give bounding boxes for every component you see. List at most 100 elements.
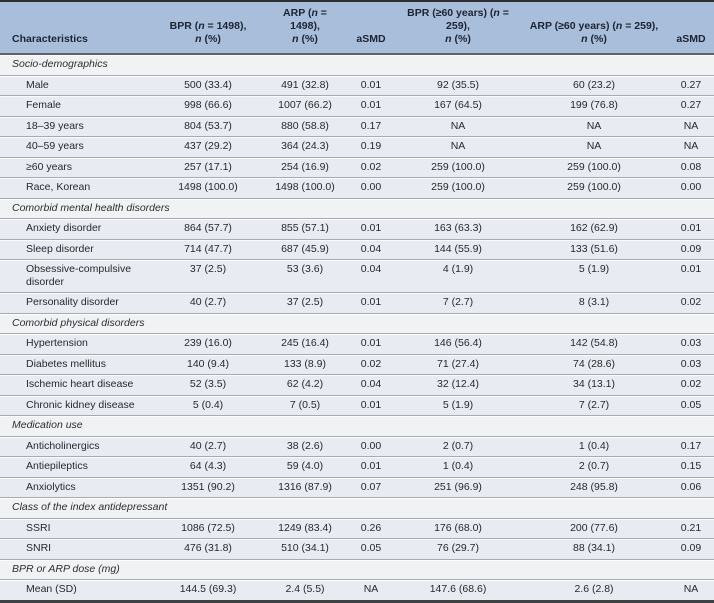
row-60plus-years: ≥60 years 257 (17.1) 254 (16.9) 0.02 259… <box>0 156 714 178</box>
row-sleep-disorder: Sleep disorder 714 (47.7) 687 (45.9) 0.0… <box>0 238 714 260</box>
cell-arp-60plus: 8 (3.1) <box>520 292 668 313</box>
cell-bpr-total: 40 (2.7) <box>152 292 264 313</box>
section-label: Socio-demographics <box>0 53 714 75</box>
cell-asmd-2: 0.05 <box>668 394 714 416</box>
cell-arp-60plus: 74 (28.6) <box>520 353 668 375</box>
cell-asmd-2: 0.02 <box>668 374 714 395</box>
row-race-korean: Race, Korean 1498 (100.0) 1498 (100.0) 0… <box>0 177 714 198</box>
cell-asmd-1: 0.17 <box>346 115 396 137</box>
cell-asmd-2: 0.01 <box>668 218 714 239</box>
cell-asmd-2: 0.03 <box>668 333 714 354</box>
row-anxiety-disorder: Anxiety disorder 864 (57.7) 855 (57.1) 0… <box>0 218 714 239</box>
section-label: Medication use <box>0 415 714 436</box>
column-header-asmd-2: aSMD <box>668 1 714 55</box>
cell-arp-total: 855 (57.1) <box>264 218 346 239</box>
section-row-comorbid-mental: Comorbid mental health disorders <box>0 197 714 219</box>
cell-asmd-2: 0.17 <box>668 435 714 457</box>
row-label: Anxiety disorder <box>0 218 152 239</box>
cell-arp-total: 7 (0.5) <box>264 394 346 416</box>
cell-bpr-total: 37 (2.5) <box>152 259 264 293</box>
cell-asmd-1: 0.05 <box>346 538 396 559</box>
row-label: Male <box>0 74 152 96</box>
cell-asmd-1: 0.02 <box>346 156 396 178</box>
row-label: Female <box>0 95 152 116</box>
cell-arp-total: 880 (58.8) <box>264 115 346 137</box>
row-obsessive-compulsive-disorder: Obsessive-compulsive disorder 37 (2.5) 5… <box>0 259 714 293</box>
cell-arp-total: 2.4 (5.5) <box>264 579 346 601</box>
cell-asmd-1: 0.07 <box>346 476 396 498</box>
cell-bpr-total: 1498 (100.0) <box>152 177 264 198</box>
section-row-socio-demographics: Socio-demographics <box>0 53 714 75</box>
cell-arp-60plus: 142 (54.8) <box>520 333 668 354</box>
cell-arp-total: 1316 (87.9) <box>264 476 346 498</box>
row-hypertension: Hypertension 239 (16.0) 245 (16.4) 0.01 … <box>0 333 714 354</box>
cell-asmd-1: 0.01 <box>346 95 396 116</box>
cell-bpr-total: 998 (66.6) <box>152 95 264 116</box>
row-label: Diabetes mellitus <box>0 353 152 375</box>
cell-asmd-2: 0.01 <box>668 259 714 293</box>
row-label: SNRI <box>0 538 152 559</box>
cell-asmd-1: 0.04 <box>346 238 396 260</box>
cell-arp-60plus: NA <box>520 115 668 137</box>
cell-arp-total: 1249 (83.4) <box>264 517 346 539</box>
cell-asmd-1: 0.04 <box>346 259 396 293</box>
row-label: Anticholinergics <box>0 435 152 457</box>
column-header-characteristics: Characteristics <box>0 1 152 55</box>
cell-arp-60plus: 7 (2.7) <box>520 394 668 416</box>
cell-asmd-2: 0.09 <box>668 538 714 559</box>
cell-asmd-2: 0.21 <box>668 517 714 539</box>
cell-arp-total: 38 (2.6) <box>264 435 346 457</box>
cell-asmd-1: NA <box>346 579 396 601</box>
cell-bpr-60plus: 163 (63.3) <box>396 218 520 239</box>
cell-bpr-60plus: 92 (35.5) <box>396 74 520 96</box>
section-row-medication-use: Medication use <box>0 415 714 436</box>
row-ischemic-heart-disease: Ischemic heart disease 52 (3.5) 62 (4.2)… <box>0 374 714 395</box>
cell-bpr-total: 52 (3.5) <box>152 374 264 395</box>
cell-arp-60plus: 5 (1.9) <box>520 259 668 293</box>
cell-arp-total: 59 (4.0) <box>264 456 346 477</box>
cell-arp-total: 62 (4.2) <box>264 374 346 395</box>
cell-bpr-60plus: 2 (0.7) <box>396 435 520 457</box>
row-label: Antiepileptics <box>0 456 152 477</box>
cell-bpr-60plus: 32 (12.4) <box>396 374 520 395</box>
cell-arp-60plus: NA <box>520 136 668 157</box>
cell-bpr-60plus: NA <box>396 115 520 137</box>
section-label: Comorbid physical disorders <box>0 312 714 334</box>
section-label: Class of the index antidepressant <box>0 497 714 518</box>
cell-asmd-1: 0.01 <box>346 394 396 416</box>
cell-arp-60plus: 259 (100.0) <box>520 156 668 178</box>
cell-arp-total: 1498 (100.0) <box>264 177 346 198</box>
cell-arp-total: 245 (16.4) <box>264 333 346 354</box>
cell-asmd-2: 0.27 <box>668 95 714 116</box>
cell-asmd-1: 0.00 <box>346 177 396 198</box>
cell-asmd-1: 0.01 <box>346 333 396 354</box>
cell-bpr-60plus: 76 (29.7) <box>396 538 520 559</box>
cell-arp-60plus: 199 (76.8) <box>520 95 668 116</box>
cell-arp-total: 687 (45.9) <box>264 238 346 260</box>
column-header-bpr-total: BPR (n = 1498), n (%) <box>152 1 264 55</box>
cell-bpr-total: 239 (16.0) <box>152 333 264 354</box>
section-row-dose: BPR or ARP dose (mg) <box>0 558 714 580</box>
cell-asmd-2: 0.03 <box>668 353 714 375</box>
row-label: Sleep disorder <box>0 238 152 260</box>
cell-asmd-1: 0.01 <box>346 218 396 239</box>
cell-asmd-1: 0.19 <box>346 136 396 157</box>
row-anxiolytics: Anxiolytics 1351 (90.2) 1316 (87.9) 0.07… <box>0 476 714 498</box>
cell-arp-total: 53 (3.6) <box>264 259 346 293</box>
row-label: Obsessive-compulsive disorder <box>0 259 152 293</box>
row-mean-sd: Mean (SD) 144.5 (69.3) 2.4 (5.5) NA 147.… <box>0 579 714 601</box>
cell-bpr-60plus: 71 (27.4) <box>396 353 520 375</box>
row-snri: SNRI 476 (31.8) 510 (34.1) 0.05 76 (29.7… <box>0 538 714 559</box>
cell-asmd-1: 0.01 <box>346 456 396 477</box>
cell-asmd-2: 0.06 <box>668 476 714 498</box>
cell-arp-60plus: 259 (100.0) <box>520 177 668 198</box>
cell-asmd-1: 0.00 <box>346 435 396 457</box>
cell-bpr-60plus: 147.6 (68.6) <box>396 579 520 601</box>
row-label: Mean (SD) <box>0 579 152 601</box>
cell-arp-60plus: 60 (23.2) <box>520 74 668 96</box>
cell-bpr-60plus: 7 (2.7) <box>396 292 520 313</box>
cell-bpr-total: 40 (2.7) <box>152 435 264 457</box>
cell-asmd-1: 0.04 <box>346 374 396 395</box>
